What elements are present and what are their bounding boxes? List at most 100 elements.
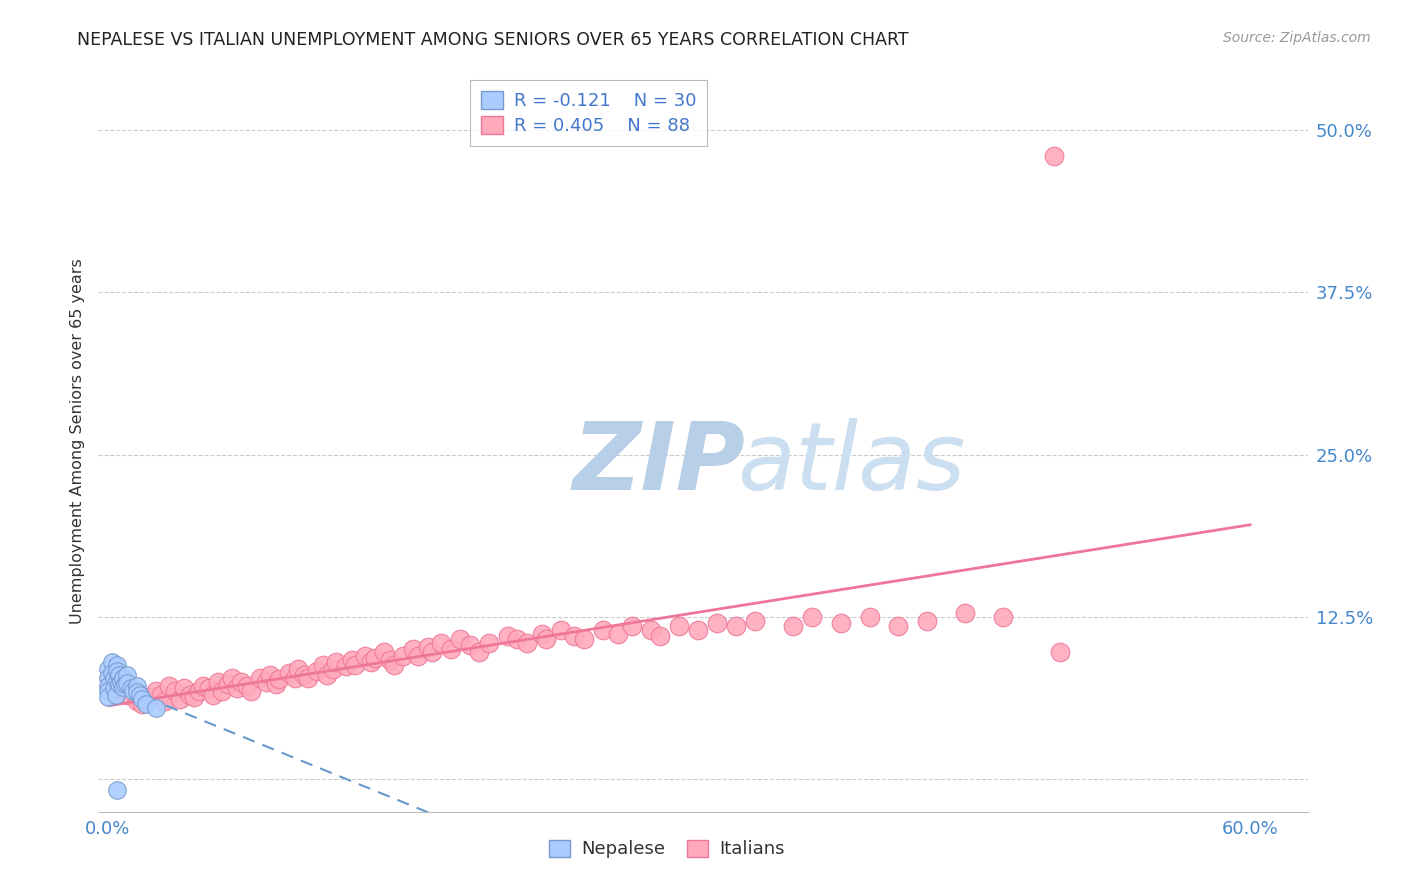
Point [312, 657, 335, 672]
Point [153, 694, 176, 708]
Point [259, 668, 281, 682]
Point [107, 782, 129, 797]
Point [163, 684, 186, 698]
Point [887, 619, 910, 633]
Point [103, 671, 125, 685]
Point [725, 619, 748, 633]
Point [283, 671, 305, 685]
Point [114, 677, 136, 691]
Point [640, 623, 662, 637]
Point [953, 606, 976, 620]
Point [534, 632, 557, 646]
Point [430, 636, 453, 650]
Point [468, 645, 491, 659]
Point [373, 645, 395, 659]
Point [103, 681, 125, 696]
Point [108, 677, 131, 691]
Point [107, 665, 129, 679]
Point [344, 657, 367, 672]
Y-axis label: Unemployment Among Seniors over 65 years: Unemployment Among Seniors over 65 years [70, 259, 86, 624]
Point [104, 688, 127, 702]
Point [239, 684, 262, 698]
Point [322, 662, 344, 676]
Point [801, 610, 824, 624]
Point [254, 674, 277, 689]
Point [360, 656, 382, 670]
Point [157, 679, 180, 693]
Point [207, 674, 229, 689]
Point [97, 671, 120, 685]
Point [668, 619, 690, 633]
Point [277, 665, 299, 680]
Point [991, 610, 1014, 624]
Point [316, 668, 339, 682]
Point [121, 684, 143, 698]
Point [416, 640, 439, 654]
Point [325, 656, 347, 670]
Point [607, 627, 630, 641]
Point [420, 645, 443, 659]
Point [620, 619, 643, 633]
Point [382, 657, 405, 672]
Point [169, 691, 191, 706]
Text: NEPALESE VS ITALIAN UNEMPLOYMENT AMONG SENIORS OVER 65 YEARS CORRELATION CHART: NEPALESE VS ITALIAN UNEMPLOYMENT AMONG S… [77, 31, 908, 49]
Point [531, 627, 554, 641]
Point [107, 673, 129, 688]
Point [97, 684, 120, 698]
Point [650, 629, 672, 643]
Point [478, 636, 501, 650]
Point [150, 688, 173, 702]
Point [506, 632, 529, 646]
Point [110, 674, 132, 689]
Point [115, 688, 138, 702]
Point [125, 685, 148, 699]
Point [115, 676, 138, 690]
Point [392, 648, 415, 663]
Point [287, 662, 309, 676]
Point [354, 648, 377, 663]
Point [335, 659, 357, 673]
Point [688, 623, 710, 637]
Point [744, 614, 766, 628]
Point [139, 690, 162, 705]
Point [198, 681, 221, 696]
Text: ZIP: ZIP [572, 417, 745, 509]
Point [112, 680, 135, 694]
Point [340, 653, 363, 667]
Point [131, 697, 153, 711]
Point [100, 656, 122, 670]
Point [706, 616, 728, 631]
Point [217, 677, 239, 691]
Point [183, 690, 205, 705]
Point [449, 632, 471, 646]
Point [458, 639, 481, 653]
Point [112, 671, 135, 685]
Point [173, 681, 195, 696]
Point [125, 679, 148, 693]
Text: Source: ZipAtlas.com: Source: ZipAtlas.com [1223, 31, 1371, 45]
Point [226, 681, 249, 696]
Point [191, 679, 214, 693]
Point [188, 684, 211, 698]
Point [264, 677, 287, 691]
Point [145, 701, 167, 715]
Point [782, 619, 804, 633]
Point [297, 671, 319, 685]
Point [249, 671, 271, 685]
Point [179, 688, 201, 702]
Point [408, 648, 430, 663]
Point [131, 691, 153, 706]
Point [363, 651, 385, 665]
Point [145, 684, 167, 698]
Point [97, 690, 120, 705]
Point [1043, 149, 1066, 163]
Point [97, 679, 120, 693]
Point [100, 665, 122, 680]
Point [1049, 645, 1071, 659]
Point [97, 662, 120, 676]
Point [236, 679, 259, 693]
Point [307, 665, 329, 679]
Point [564, 629, 586, 643]
Point [269, 672, 291, 686]
Point [108, 668, 131, 682]
